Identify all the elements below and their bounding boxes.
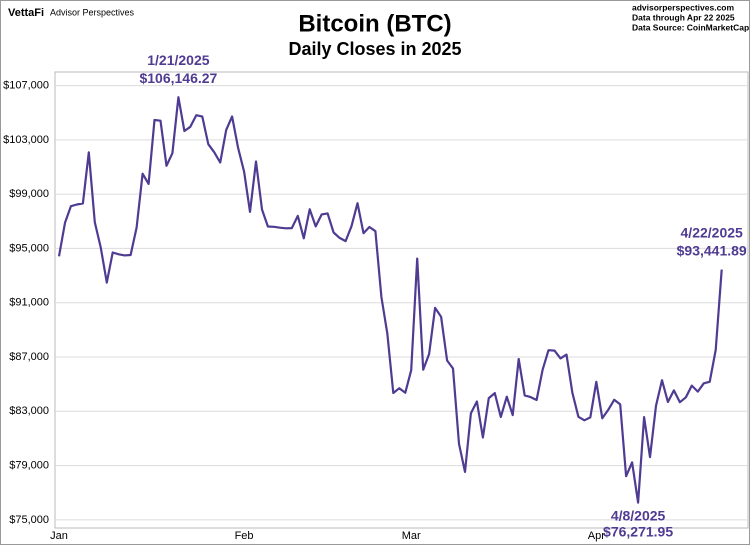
y-tick-label: $91,000	[9, 297, 49, 309]
annotation-date: 4/22/2025	[681, 224, 743, 240]
chart-title: Bitcoin (BTC)	[298, 10, 451, 37]
value-label: $93,441.89	[677, 242, 747, 258]
annotation-date: 4/8/2025	[611, 507, 666, 523]
site: advisorperspectives.com	[632, 2, 734, 12]
x-tick-label: Feb	[235, 530, 254, 542]
y-tick-label: $107,000	[3, 79, 49, 91]
x-tick-label: Apr	[588, 530, 605, 542]
value-label: $106,146.27	[139, 70, 217, 86]
y-tick-label: $83,000	[9, 405, 49, 417]
annotation-date: 1/21/2025	[147, 52, 209, 68]
chart-subtitle: Daily Closes in 2025	[288, 39, 461, 59]
y-tick-label: $95,000	[9, 242, 49, 254]
source: Data Source: CoinMarketCap	[632, 22, 749, 32]
price-line	[57, 96, 723, 504]
y-tick-label: $75,000	[9, 514, 49, 526]
y-tick-label: $79,000	[9, 459, 49, 471]
x-tick-label: Jan	[50, 530, 68, 542]
x-tick-label: Mar	[402, 530, 421, 542]
brand: VettaFi	[8, 7, 44, 19]
value-label: $76,271.95	[603, 523, 673, 539]
publisher: Advisor Perspectives	[50, 7, 135, 17]
y-tick-label: $103,000	[3, 134, 49, 146]
data-through: Data through Apr 22 2025	[632, 12, 735, 22]
plot-area	[54, 71, 749, 529]
y-tick-label: $99,000	[9, 188, 49, 200]
y-tick-label: $87,000	[9, 351, 49, 363]
